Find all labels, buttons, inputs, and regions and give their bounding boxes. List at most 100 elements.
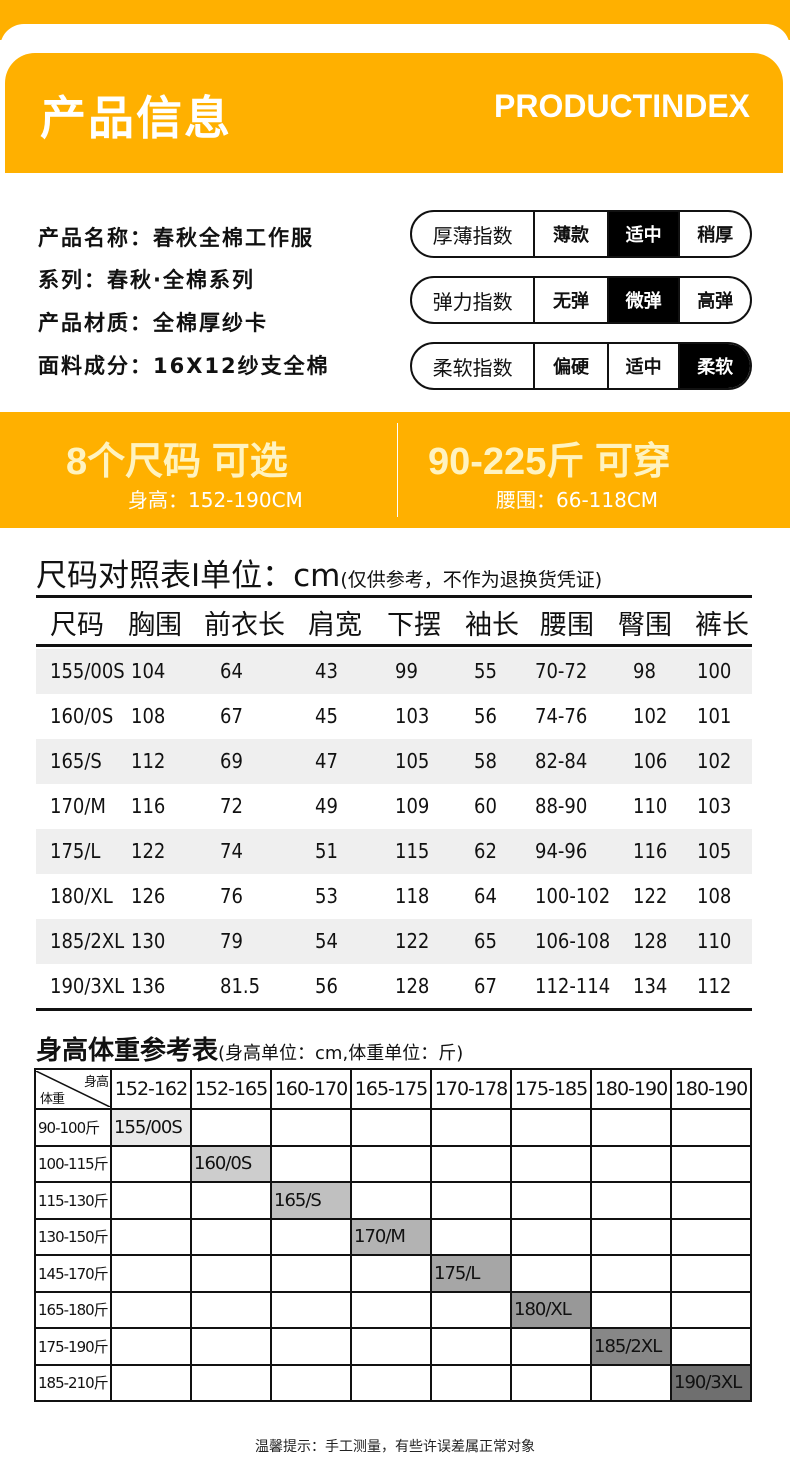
table-cell: 118 <box>395 884 430 908</box>
table-cell: 128 <box>633 929 668 953</box>
empty-cell <box>190 1290 272 1329</box>
weight-header: 100-115斤 <box>34 1144 112 1183</box>
page-title-en: PRODUCTINDEX <box>493 88 750 124</box>
table-cell: 56 <box>315 974 338 998</box>
table-cell: 74 <box>220 839 243 863</box>
weight-header: 115-130斤 <box>34 1181 112 1220</box>
table-cell: 180/XL <box>50 884 113 908</box>
page-title: 产品信息 <box>40 91 232 145</box>
empty-cell <box>110 1290 192 1329</box>
empty-cell <box>190 1108 272 1147</box>
size-table-note: (仅供参考，不作为退换货凭证) <box>340 569 603 591</box>
empty-cell <box>670 1108 752 1147</box>
table-cell: 160/0S <box>50 704 114 728</box>
column-header: 下摆 <box>387 610 441 641</box>
table-row: 170/M 116 72 49 109 60 88-90 110 103 <box>36 784 752 829</box>
empty-cell <box>110 1181 192 1220</box>
index-option: 薄款 <box>553 225 590 246</box>
index-option: 稍厚 <box>678 212 750 256</box>
footer-note: 温馨提示：手工测量，有些许误差属正常对象 <box>255 1439 535 1455</box>
index-option: 高弹 <box>678 278 750 322</box>
empty-cell <box>430 1290 512 1329</box>
table-cell: 56 <box>474 704 497 728</box>
size-cell: 180/XL <box>510 1290 592 1329</box>
table-cell: 136 <box>131 974 166 998</box>
table-row: 185/2XL 130 79 54 122 65 106-108 128 110 <box>36 919 752 964</box>
hw-table-title: 身高体重参考表(身高单位：cm,体重单位：斤) <box>36 1036 464 1066</box>
table-cell: 128 <box>395 974 430 998</box>
table-cell: 112 <box>697 974 732 998</box>
table-rule <box>36 1008 752 1011</box>
empty-cell <box>270 1327 352 1366</box>
size-cell: 175/L <box>430 1254 512 1293</box>
table-rule <box>36 644 752 647</box>
table-cell: 70-72 <box>535 659 588 683</box>
size-table-title: 尺码对照表I单位：cm(仅供参考，不作为退换货凭证) <box>36 558 603 594</box>
table-cell: 105 <box>697 839 732 863</box>
table-cell: 45 <box>315 704 338 728</box>
size-cell: 185/2XL <box>590 1327 672 1366</box>
empty-cell <box>670 1327 752 1366</box>
table-cell: 98 <box>633 659 656 683</box>
column-header: 臀围 <box>618 610 672 641</box>
table-row: 175/L 122 74 51 115 62 94-96 116 105 <box>36 829 752 874</box>
index-option-selected: 柔软 <box>678 344 750 388</box>
table-cell: 64 <box>220 659 243 683</box>
table-rule <box>36 595 752 598</box>
table-cell: 130 <box>131 929 166 953</box>
corner-cell: 身高体重 <box>34 1068 112 1110</box>
table-cell: 49 <box>315 794 338 818</box>
table-cell: 47 <box>315 749 338 773</box>
column-header: 胸围 <box>128 610 182 641</box>
table-cell: 110 <box>697 929 732 953</box>
empty-cell <box>350 1108 432 1147</box>
table-row: 145-170斤 175/L <box>34 1254 752 1293</box>
corner-weight: 体重 <box>40 1092 65 1107</box>
table-cell: 55 <box>474 659 497 683</box>
table-row: 130-150斤 170/M <box>34 1217 752 1256</box>
table-cell: 175/L <box>50 839 101 863</box>
weight-range: 90-225斤 可穿 <box>428 441 671 483</box>
empty-cell <box>590 1108 672 1147</box>
table-cell: 76 <box>220 884 243 908</box>
table-cell: 134 <box>633 974 668 998</box>
table-row: 100-115斤 160/0S <box>34 1144 752 1183</box>
corner-height: 身高 <box>83 1075 109 1090</box>
table-cell: 99 <box>395 659 418 683</box>
empty-cell <box>110 1144 192 1183</box>
height-header: 165-175 <box>350 1068 432 1110</box>
empty-cell <box>510 1363 592 1402</box>
table-cell: 72 <box>220 794 243 818</box>
table-cell: 54 <box>315 929 338 953</box>
empty-cell <box>670 1144 752 1183</box>
empty-cell <box>590 1144 672 1183</box>
table-cell: 100 <box>697 659 732 683</box>
empty-cell <box>350 1254 432 1293</box>
empty-cell <box>590 1254 672 1293</box>
empty-cell <box>270 1108 352 1147</box>
index-2: 柔软指数 偏硬 适中 柔软 <box>410 342 752 390</box>
empty-cell <box>430 1363 512 1402</box>
index-option: 无弹 <box>553 291 590 312</box>
index-option: 偏硬 <box>553 357 590 378</box>
size-cell: 190/3XL <box>670 1363 752 1402</box>
index-label: 柔软指数 <box>412 344 536 388</box>
info-material: 产品材质：全棉厚纱卡 <box>38 311 268 335</box>
table-cell: 106 <box>633 749 668 773</box>
sizes-count: 8个尺码 可选 <box>66 441 288 483</box>
empty-cell <box>350 1327 432 1366</box>
table-cell: 126 <box>131 884 166 908</box>
weight-header: 145-170斤 <box>34 1254 112 1293</box>
table-row: 155/00S 104 64 43 99 55 70-72 98 100 <box>36 649 752 694</box>
empty-cell <box>270 1290 352 1329</box>
table-cell: 101 <box>697 704 732 728</box>
table-cell: 112 <box>131 749 166 773</box>
table-cell: 165/S <box>50 749 102 773</box>
table-cell: 69 <box>220 749 243 773</box>
height-range: 身高：152-190CM <box>128 488 303 512</box>
table-cell: 110 <box>633 794 668 818</box>
empty-cell <box>590 1217 672 1256</box>
table-cell: 82-84 <box>535 749 588 773</box>
table-cell: 94-96 <box>535 839 588 863</box>
hw-table-note: (身高单位：cm,体重单位：斤) <box>218 1043 464 1064</box>
